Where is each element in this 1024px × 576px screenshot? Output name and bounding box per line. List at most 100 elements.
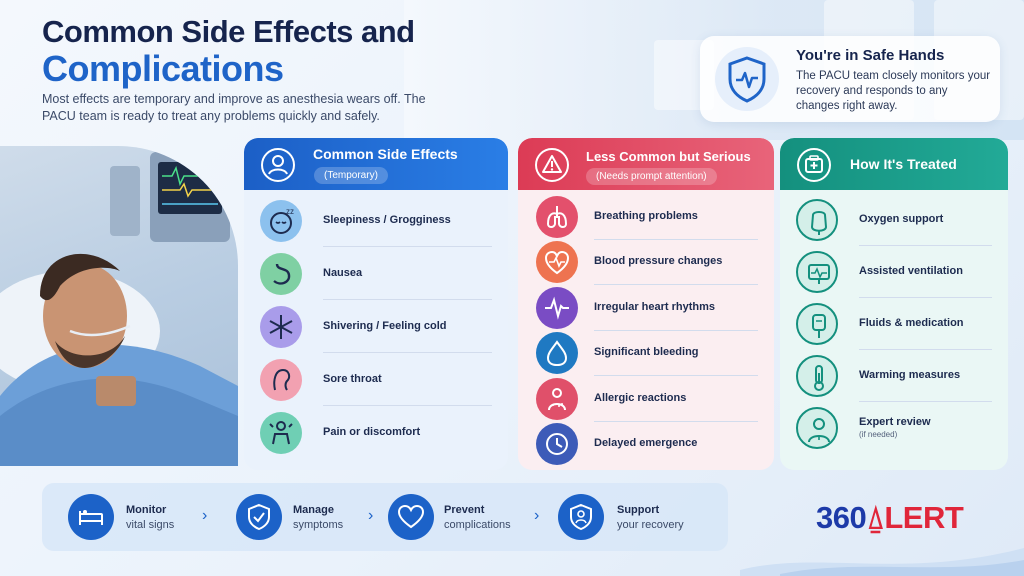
column-title: Less Common but Serious <box>586 149 751 164</box>
column-title: Common Side Effects <box>313 146 458 162</box>
divider <box>859 245 992 246</box>
list-item: Delayed emergence <box>518 422 774 468</box>
safe-hands-card: You're in Safe Hands The PACU team close… <box>700 36 1000 122</box>
divider <box>323 299 492 300</box>
medical-kit-icon <box>797 148 831 182</box>
list-item-label: Blood pressure changes <box>594 255 723 268</box>
list-item-label: Sleepiness / Grogginess <box>323 213 451 226</box>
stomach-icon <box>260 252 302 295</box>
column-pill: (Temporary) <box>314 167 388 184</box>
user-shield-icon <box>558 494 604 540</box>
decorative-wave <box>740 548 1024 576</box>
list-item: Assisted ventilation <box>780 246 1008 298</box>
list-item-label: Breathing problems <box>594 209 698 222</box>
divider <box>594 420 758 422</box>
list-item: Irregular heart rhythms <box>518 285 774 331</box>
step-subtitle: vital signs <box>126 519 175 531</box>
chevron-right-icon: › <box>534 507 540 524</box>
heart-icon <box>388 494 434 540</box>
common-side-effects-column: Common Side Effects (Temporary) zz Sleepi… <box>244 138 508 470</box>
divider <box>594 238 758 240</box>
chevron-right-icon: › <box>368 507 374 524</box>
step-title: Support <box>617 504 660 516</box>
how-its-treated-header: How It's Treated <box>780 138 1008 190</box>
thermometer-icon <box>796 355 838 397</box>
list-item-label: Warming measures <box>859 369 961 381</box>
snowflake-icon <box>260 305 302 348</box>
list-item: Oxygen support <box>780 194 1008 246</box>
list-item-label: Oxygen support <box>859 213 944 225</box>
list-item-label: Delayed emergence <box>594 437 698 450</box>
allergy-person-icon <box>536 377 578 420</box>
column-title: How It's Treated <box>850 156 957 172</box>
shield-heartbeat-icon <box>715 47 779 111</box>
list-item: Fluids & medication <box>780 298 1008 350</box>
bed-icon <box>68 494 114 540</box>
patient-photo <box>0 146 238 466</box>
page-title-line1: Common Side Effects and <box>42 14 415 49</box>
list-item-label: Assisted ventilation <box>859 265 963 277</box>
iv-bag-icon <box>796 303 838 345</box>
blood-drop-icon <box>536 332 578 375</box>
step-subtitle: your recovery <box>617 519 684 531</box>
list-item-label: Nausea <box>323 266 363 279</box>
lungs-icon <box>536 195 578 238</box>
clock-icon <box>536 423 578 466</box>
list-item: Shivering / Feeling cold <box>244 300 508 353</box>
column-pill: (Needs prompt attention) <box>586 168 717 185</box>
divider <box>323 405 492 406</box>
list-item: Blood pressure changes <box>518 240 774 285</box>
person-icon <box>261 148 295 182</box>
page-title-line2: Complications <box>42 48 284 89</box>
list-item-label: Significant bleeding <box>594 346 699 359</box>
step-subtitle: complications <box>444 519 511 531</box>
step-title: Manage <box>293 504 334 516</box>
list-item: Expert review (if needed) <box>780 402 1008 454</box>
throat-icon <box>260 358 302 401</box>
heart-pulse-icon <box>536 241 578 284</box>
how-its-treated-column: How It's Treated Oxygen support Assisted … <box>780 138 1008 470</box>
common-side-effects-header: Common Side Effects (Temporary) <box>244 138 508 190</box>
list-item-sublabel: (if needed) <box>859 430 898 439</box>
list-item-label: Pain or discomfort <box>323 425 421 438</box>
step-subtitle: symptoms <box>293 519 344 531</box>
list-item: Sore throat <box>244 353 508 406</box>
sleepy-face-icon: zz <box>260 199 302 242</box>
care-steps-strip: Monitor vital signs › Manage symptoms › … <box>42 483 728 551</box>
divider <box>594 284 758 285</box>
intro-text: Most effects are temporary and improve a… <box>42 92 426 123</box>
heartbeat-line-icon <box>536 286 578 329</box>
divider <box>859 349 992 350</box>
less-common-serious-header: Less Common but Serious (Needs prompt at… <box>518 138 774 190</box>
logo-alert-symbol: ⍙ <box>866 500 885 535</box>
list-item: Pain or discomfort <box>244 406 508 459</box>
divider <box>859 297 992 298</box>
doctor-icon <box>796 407 838 449</box>
list-item: zz Sleepiness / Grogginess <box>244 194 508 247</box>
safe-hands-title: You're in Safe Hands <box>796 47 945 64</box>
list-item-label: Allergic reactions <box>594 391 687 404</box>
divider <box>859 401 992 402</box>
list-item-label: Expert review <box>859 416 931 428</box>
warning-icon <box>535 148 569 182</box>
svg-text:zz: zz <box>286 207 294 216</box>
list-item: Allergic reactions <box>518 376 774 422</box>
shield-check-icon <box>236 494 282 540</box>
list-item: Significant bleeding <box>518 331 774 376</box>
list-item: Warming measures <box>780 350 1008 402</box>
list-item-label: Irregular heart rhythms <box>594 300 716 313</box>
pain-person-icon <box>260 411 302 454</box>
brand-logo: 360⍙LERT <box>816 500 964 535</box>
list-item-label: Fluids & medication <box>859 317 964 329</box>
oxygen-mask-icon <box>796 199 838 241</box>
divider <box>594 329 758 331</box>
chevron-right-icon: › <box>202 507 208 524</box>
monitor-icon <box>796 251 838 293</box>
step-title: Monitor <box>126 504 167 516</box>
safe-hands-text: The PACU team closely monitors your reco… <box>796 70 991 112</box>
list-item: Breathing problems <box>518 194 774 240</box>
step-title: Prevent <box>444 504 485 516</box>
list-item-label: Shivering / Feeling cold <box>323 319 447 332</box>
divider <box>323 352 492 353</box>
divider <box>594 375 758 376</box>
